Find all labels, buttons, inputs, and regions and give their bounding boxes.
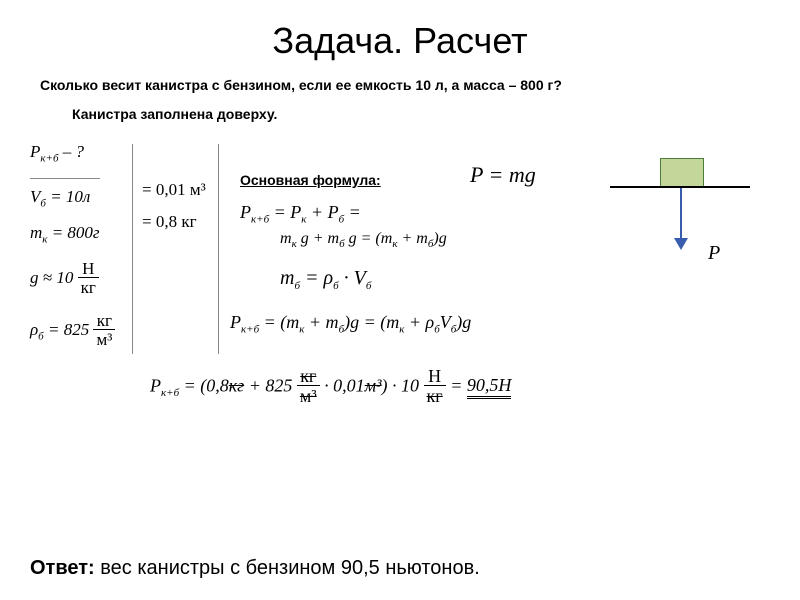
t: м³ bbox=[297, 386, 320, 408]
t: m bbox=[280, 230, 292, 247]
t: = ρ bbox=[300, 267, 333, 289]
frac-kg-m3: кгм³ bbox=[297, 367, 320, 408]
t: + 825 bbox=[244, 375, 292, 395]
t: P bbox=[240, 202, 251, 222]
conv-mass: = 0,8 кг bbox=[142, 212, 206, 232]
eq-mg-expand: mк g + mб g = (mк + mб)g bbox=[280, 230, 447, 250]
t: · V bbox=[339, 267, 366, 289]
t: к+б bbox=[251, 213, 269, 225]
sub-kb: к+б bbox=[40, 152, 58, 164]
conv-vol: = 0,01 м³ bbox=[142, 180, 206, 200]
mass-val: = 800г bbox=[52, 223, 100, 242]
t: кг bbox=[424, 386, 446, 408]
sub-rho-b: б bbox=[38, 331, 44, 343]
rho-row: ρб = 825 кгм³ bbox=[30, 312, 130, 350]
t: + m bbox=[397, 230, 427, 247]
given-divider bbox=[30, 178, 100, 179]
given-column: Pк+б – ? Vб = 10л mк = 800г g ≈ 10 Нкг ρ… bbox=[30, 142, 130, 365]
t: V bbox=[440, 312, 451, 332]
sub-b: б bbox=[40, 197, 46, 209]
t: = (0,8 bbox=[179, 375, 229, 395]
t: = bbox=[344, 202, 361, 222]
g-frac: Нкг bbox=[78, 260, 99, 298]
t: б bbox=[366, 280, 372, 292]
t: )g bbox=[433, 230, 446, 247]
g-row: g ≈ 10 Нкг bbox=[30, 260, 130, 298]
eq-pkb-full: Pк+б = (mк + mб)g = (mк + ρбVб)g bbox=[230, 312, 471, 336]
eq-mb: mб = ρб · Vб bbox=[280, 267, 371, 292]
t: = bbox=[446, 375, 467, 395]
slide-title: Задача. Расчет bbox=[30, 20, 770, 62]
unit-kg-cancel: кг bbox=[229, 375, 244, 395]
t: ) · 10 bbox=[382, 375, 420, 395]
g-den: кг bbox=[78, 278, 99, 298]
force-label-P: P bbox=[708, 242, 720, 265]
eq-pkb-expand: Pк+б = Pк + Pб = bbox=[240, 202, 361, 226]
final-answer-value: 90,5Н bbox=[467, 375, 512, 399]
g-num: Н bbox=[78, 260, 99, 278]
solution-area: Pк+б – ? Vб = 10л mк = 800г g ≈ 10 Нкг ρ… bbox=[30, 142, 770, 522]
sym-g: g ≈ 10 bbox=[30, 268, 73, 287]
t: к+б bbox=[161, 387, 179, 399]
rho-val: = 825 bbox=[48, 320, 89, 339]
force-arrow-line bbox=[680, 188, 682, 240]
vol-row: Vб = 10л bbox=[30, 187, 130, 209]
t: = (m bbox=[259, 312, 299, 332]
t: к+б bbox=[241, 323, 259, 335]
sym-rho: ρ bbox=[30, 320, 38, 339]
main-formula-label: Основная формула: bbox=[240, 172, 381, 188]
t: g + m bbox=[297, 230, 339, 247]
answer-text: вес канистры с бензином 90,5 ньютонов. bbox=[95, 557, 480, 579]
sym-V: V bbox=[30, 187, 40, 206]
mass-row: mк = 800г bbox=[30, 223, 130, 245]
rho-frac: кгм³ bbox=[93, 312, 115, 350]
t: = P bbox=[269, 202, 301, 222]
problem-statement: Сколько весит канистра с бензином, если … bbox=[30, 76, 770, 96]
t: кг bbox=[297, 367, 320, 386]
divider-2 bbox=[218, 144, 219, 354]
sub-k: к bbox=[42, 234, 47, 246]
answer-label: Ответ: bbox=[30, 557, 95, 579]
conversion-column: = 0,01 м³ = 0,8 кг bbox=[142, 180, 206, 244]
sym-P: P bbox=[30, 142, 40, 161]
t: + m bbox=[304, 312, 338, 332]
eq-pmg: P = mg bbox=[470, 162, 536, 188]
vol-val: = 10л bbox=[50, 187, 90, 206]
force-diagram: P bbox=[610, 152, 750, 272]
problem-statement-2: Канистра заполнена доверху. bbox=[30, 106, 770, 122]
t: + P bbox=[306, 202, 338, 222]
t: P bbox=[150, 375, 161, 395]
t: · 0,01 bbox=[320, 375, 365, 395]
unknown-row: Pк+б – ? bbox=[30, 142, 130, 164]
t: + ρ bbox=[404, 312, 434, 332]
t: g = (m bbox=[345, 230, 393, 247]
sym-m: m bbox=[30, 223, 42, 242]
force-arrow-head bbox=[674, 238, 688, 250]
rho-num: кг bbox=[93, 312, 115, 330]
t: Н bbox=[424, 367, 446, 386]
rho-den: м³ bbox=[93, 330, 115, 350]
divider-1 bbox=[132, 144, 133, 354]
diagram-box bbox=[660, 158, 704, 188]
t: m bbox=[280, 267, 294, 289]
t: )g bbox=[456, 312, 471, 332]
answer-line: Ответ: вес канистры с бензином 90,5 ньют… bbox=[30, 557, 480, 580]
eq-numeric: Pк+б = (0,8кг + 825 кгм³ · 0,01м³) · 10 … bbox=[150, 367, 511, 408]
t: )g = (m bbox=[344, 312, 399, 332]
frac-n-kg: Нкг bbox=[424, 367, 446, 408]
t: P bbox=[230, 312, 241, 332]
unit-m3-cancel: м³ bbox=[365, 375, 382, 395]
